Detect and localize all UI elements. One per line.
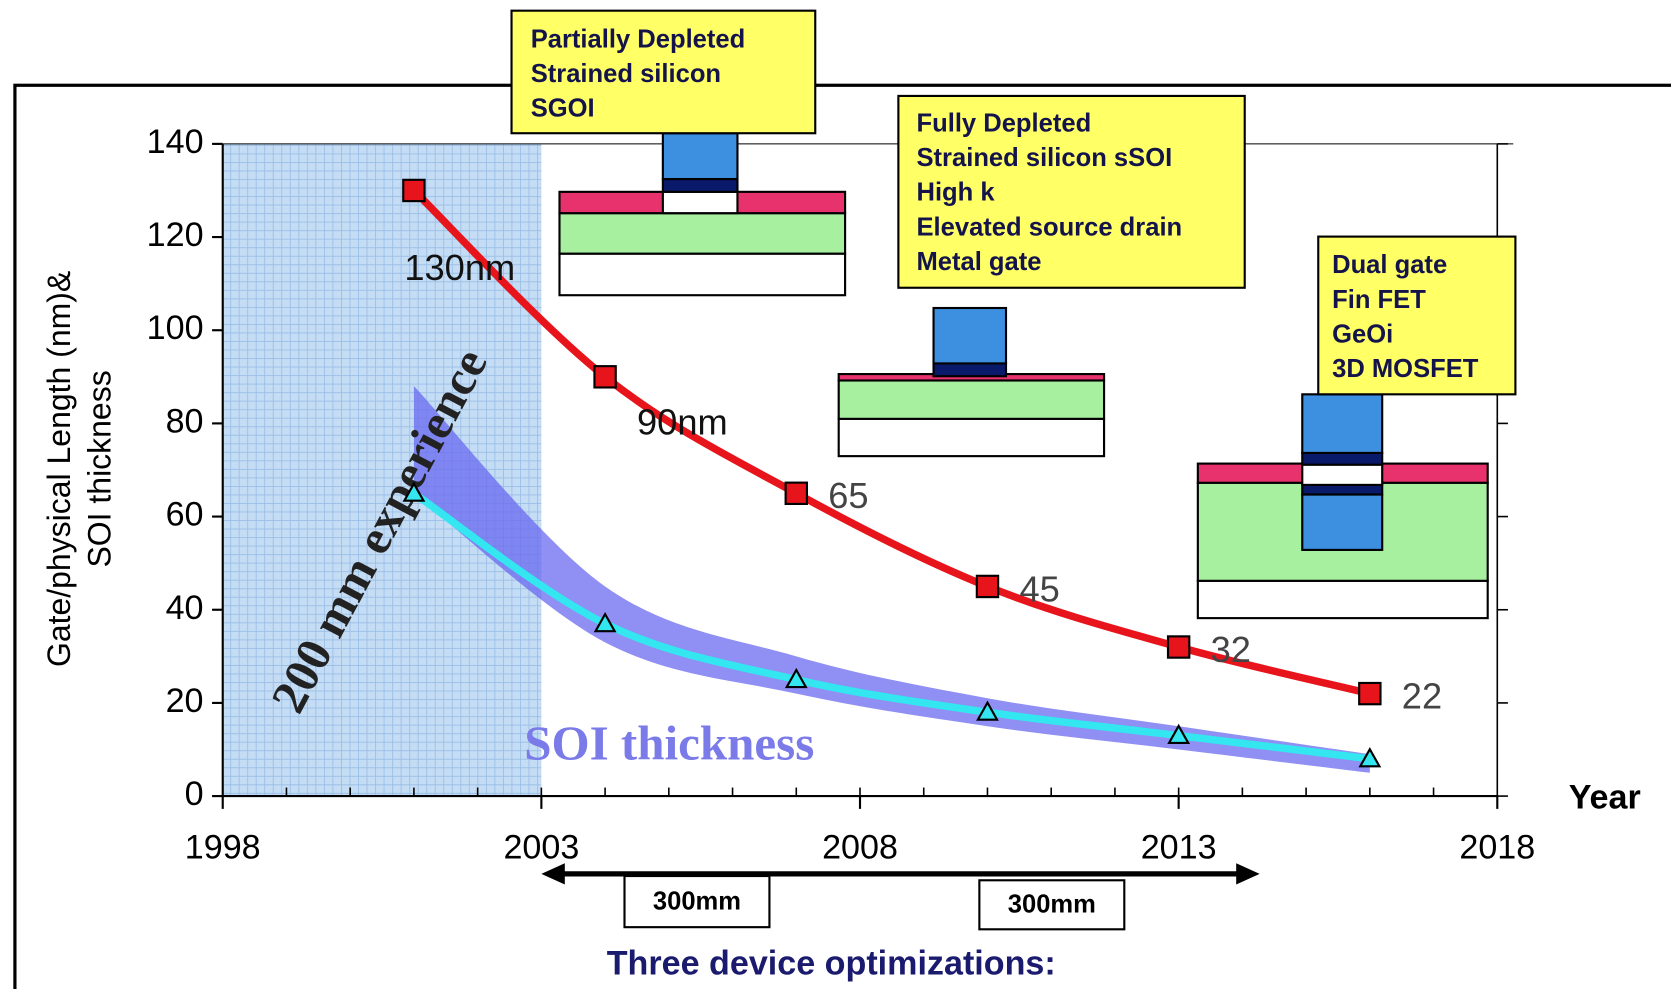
- gate-marker: [977, 576, 998, 597]
- gate-marker: [1359, 683, 1380, 704]
- data-label: 90nm: [637, 401, 728, 442]
- box-text: Strained silicon: [531, 60, 721, 88]
- x-tick-label: 2013: [1141, 828, 1217, 866]
- x-tick-label: 2018: [1459, 828, 1535, 866]
- gate-marker: [786, 483, 807, 504]
- y-tick-label: 80: [166, 402, 204, 440]
- box-text: High k: [916, 179, 995, 207]
- device-diagram: [1198, 394, 1488, 618]
- y-axis-label: SOI thickness: [82, 370, 118, 567]
- chart: 300mm 300mm Three device optimizations: …: [0, 0, 1671, 989]
- y-tick-label: 60: [166, 496, 204, 534]
- box-text: Dual gate: [1332, 251, 1447, 279]
- gate-marker: [1168, 636, 1189, 657]
- y-tick-label: 20: [166, 682, 204, 720]
- x-axis-label: Year: [1569, 778, 1641, 816]
- box-text: SGOI: [531, 95, 595, 123]
- x-tick-label: 1998: [185, 828, 261, 866]
- device-diagram: [559, 133, 845, 295]
- box-text: Elevated source drain: [916, 213, 1182, 241]
- y-tick-label: 140: [147, 123, 204, 161]
- y-tick-label: 40: [166, 589, 204, 627]
- data-label: 22: [1402, 676, 1442, 717]
- wafer-label: 300mm: [653, 887, 741, 915]
- box-text: Fin FET: [1332, 286, 1426, 314]
- gate-marker: [403, 180, 424, 201]
- y-axis-label: Gate/physical Length (nm)&: [41, 271, 77, 667]
- box-text: Fully Depleted: [916, 109, 1091, 137]
- data-label: 65: [828, 475, 868, 516]
- wafer-arrow: [541, 863, 1259, 929]
- data-label: 45: [1019, 568, 1059, 609]
- box-text: Metal gate: [916, 248, 1041, 276]
- x-tick-label: 2008: [822, 828, 898, 866]
- y-tick-label: 0: [185, 775, 204, 813]
- box-text: GeOi: [1332, 320, 1393, 348]
- box-text: 3D MOSFET: [1332, 355, 1479, 383]
- box-text: Partially Depleted: [531, 25, 746, 53]
- data-label: 130nm: [404, 247, 515, 288]
- device-diagram: [839, 308, 1104, 456]
- y-tick-label: 100: [147, 309, 204, 347]
- data-label: 32: [1211, 629, 1251, 670]
- y-tick-label: 120: [147, 216, 204, 254]
- x-tick-label: 2003: [503, 828, 579, 866]
- gate-marker: [594, 366, 615, 387]
- footer: Three device optimizations:: [607, 945, 1056, 983]
- wafer-label: 300mm: [1008, 891, 1096, 919]
- box-text: Strained silicon sSOI: [916, 144, 1172, 172]
- series-label: SOI thickness: [524, 715, 814, 770]
